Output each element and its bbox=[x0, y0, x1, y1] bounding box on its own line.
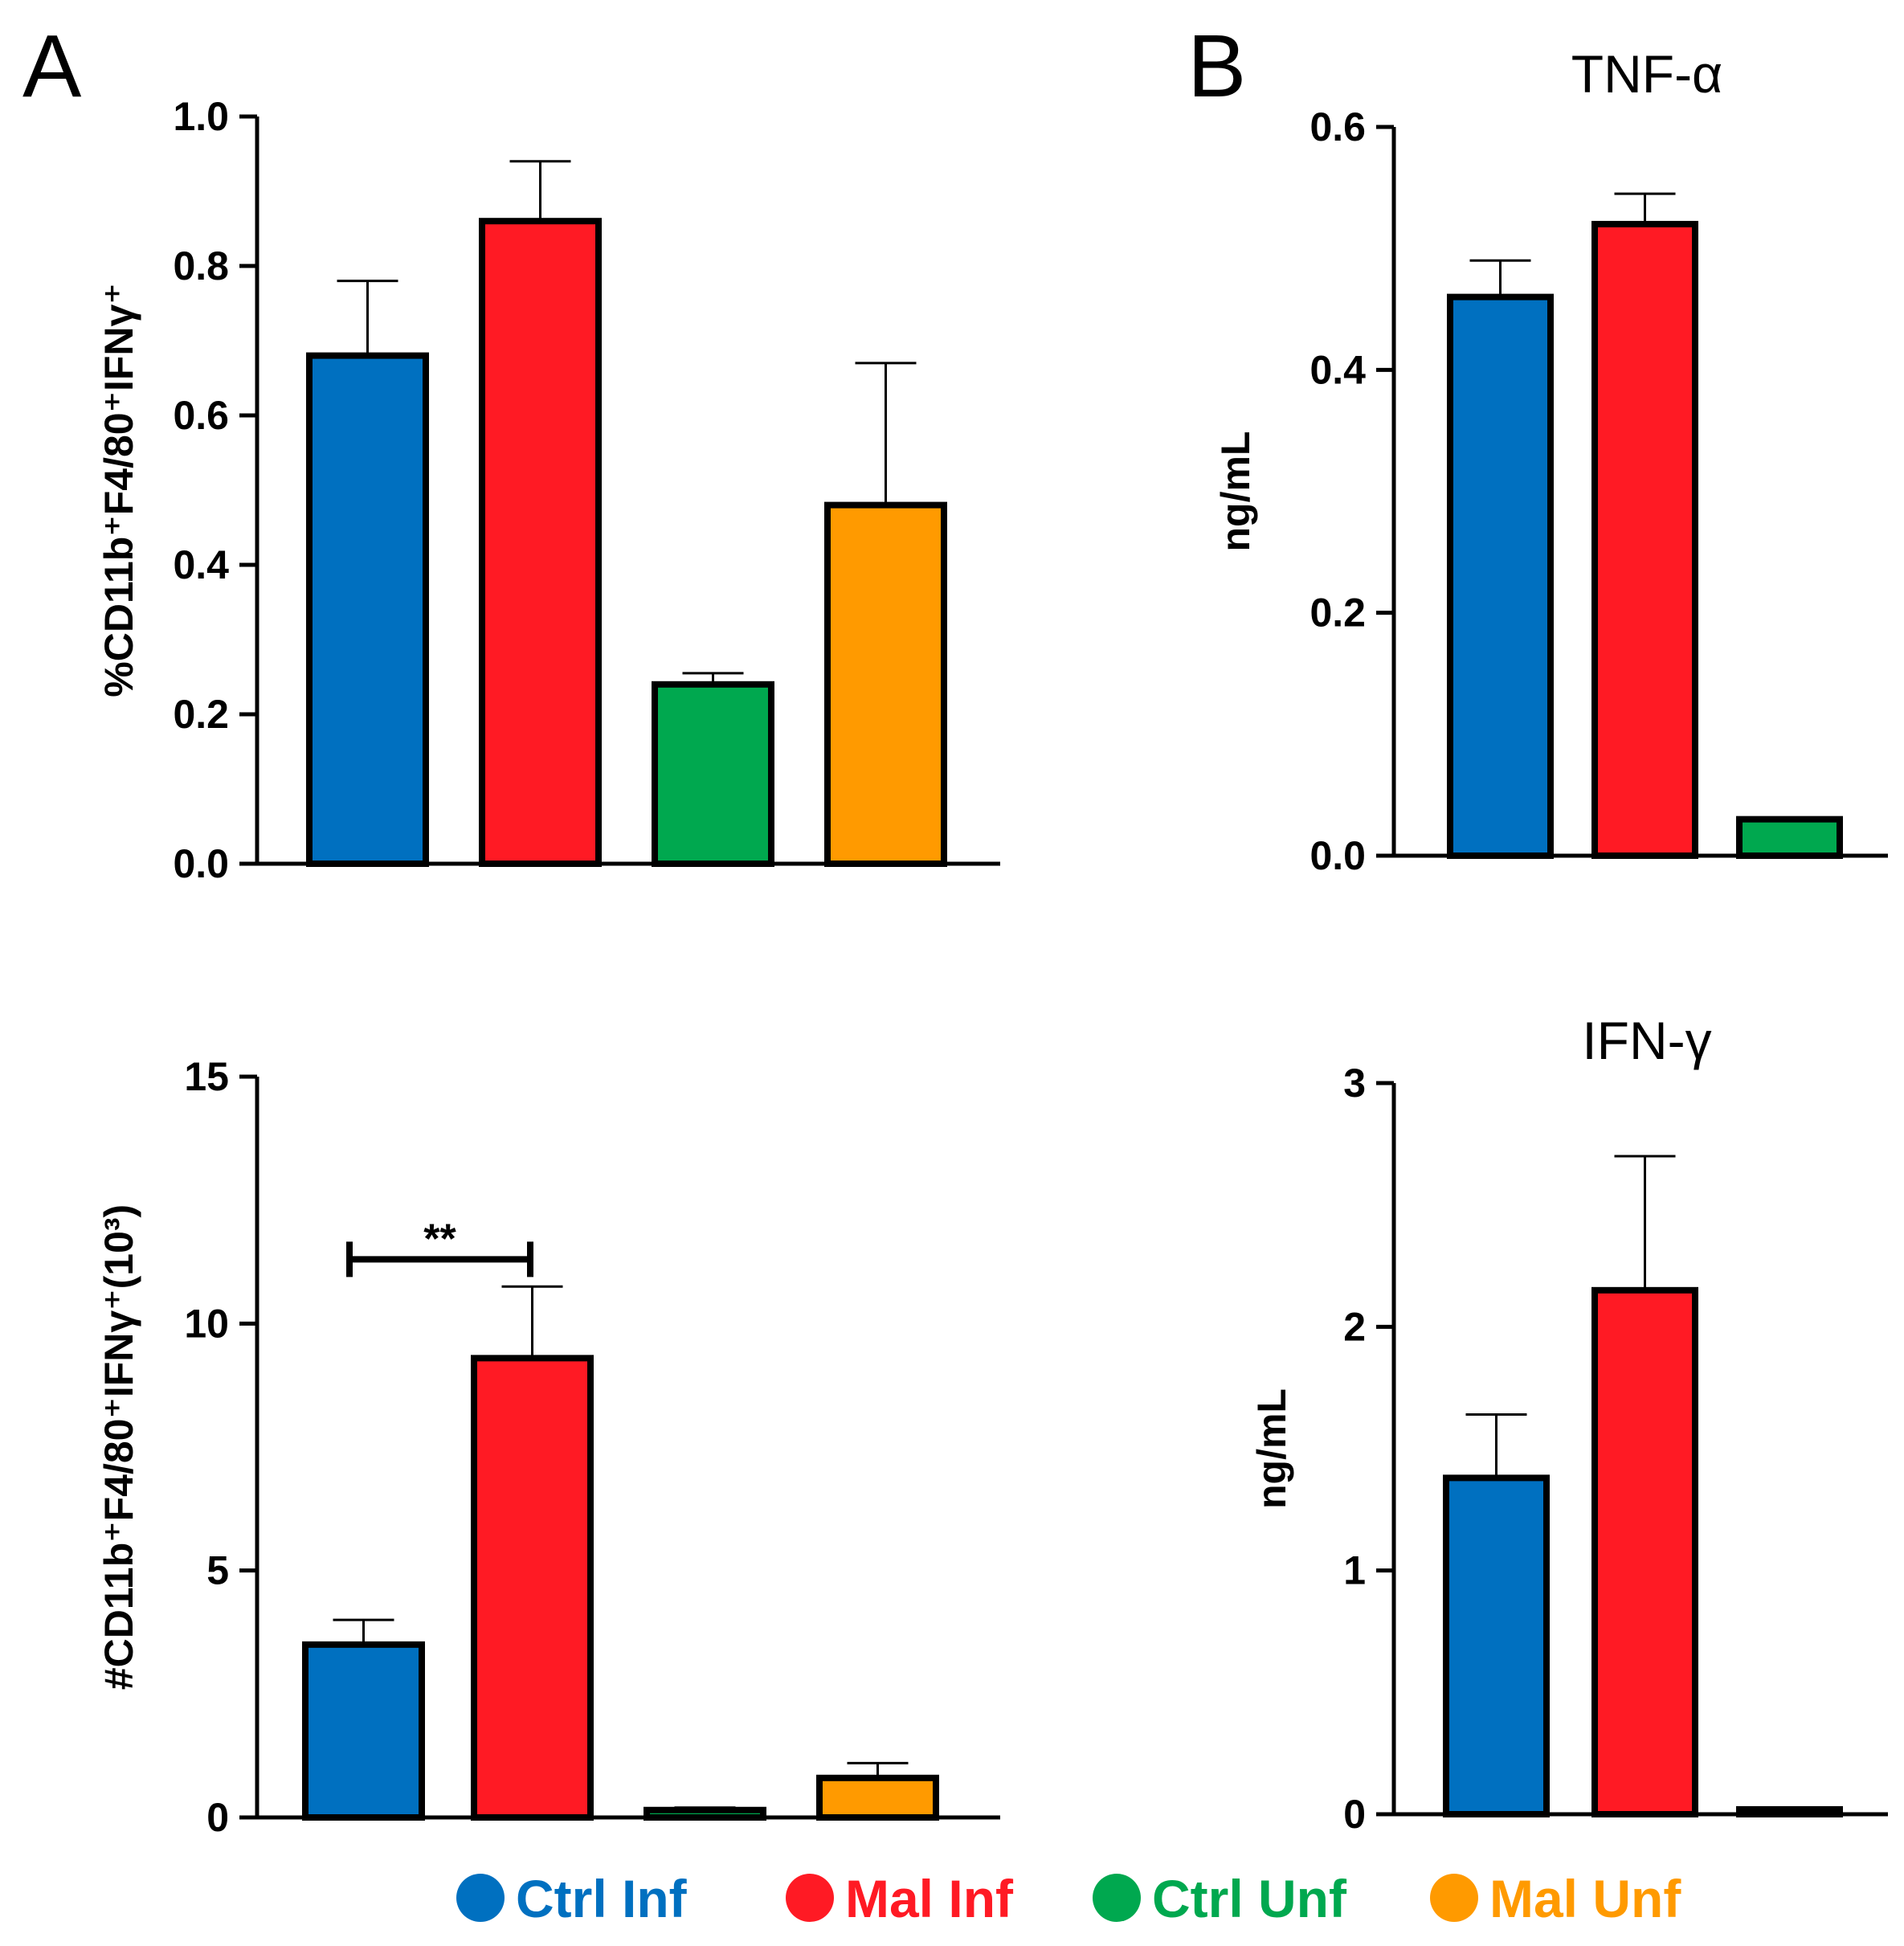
bar-ctrl-inf bbox=[1447, 293, 1554, 859]
bar-mal-inf bbox=[479, 218, 602, 867]
y-axis-label: #CD11b⁺F4/80⁺IFNγ⁺(10³) bbox=[96, 1204, 141, 1690]
y-tick-label: 15 bbox=[184, 1054, 229, 1099]
bar-ctrl-unf bbox=[1736, 816, 1843, 860]
bar-mal-inf bbox=[1591, 1286, 1698, 1818]
legend: Ctrl Inf Mal Inf Ctrl Unf Mal Unf bbox=[456, 1869, 1681, 1928]
y-tick-label: 0.2 bbox=[1310, 591, 1366, 636]
y-tick-label: 1.0 bbox=[173, 94, 229, 139]
y-tick-label: 0 bbox=[1343, 1792, 1366, 1837]
y-axis-label: ng/mL bbox=[1249, 1388, 1294, 1509]
bar-ctrl-inf bbox=[306, 352, 429, 868]
y-tick-label: 0.4 bbox=[173, 542, 229, 587]
bar-ctrl-unf bbox=[652, 681, 774, 867]
y-tick-label: 5 bbox=[206, 1548, 229, 1593]
y-tick-label: 2 bbox=[1343, 1304, 1366, 1349]
chart-percent-cells: 0.0 0.2 0.4 0.6 0.8 1.0 %CD11b⁺F4/80⁺IFNγ⁺ bbox=[96, 94, 1000, 886]
chart-title: TNF-α bbox=[1571, 44, 1722, 104]
y-tick-label: 10 bbox=[184, 1301, 229, 1346]
legend-marker-ctrl-inf bbox=[456, 1874, 505, 1922]
y-axis-label: ng/mL bbox=[1213, 431, 1258, 552]
y-tick-label: 0.0 bbox=[173, 841, 229, 886]
bar-ctrl-inf bbox=[1443, 1474, 1550, 1818]
chart-ifn-gamma: 0 1 2 3 ng/mL IFN-γ bbox=[1249, 1011, 1888, 1837]
bar-mal-unf bbox=[824, 501, 947, 867]
bar-mal-unf bbox=[816, 1774, 939, 1821]
y-tick-label: 0.8 bbox=[173, 243, 229, 288]
legend-label: Ctrl Inf bbox=[516, 1869, 688, 1928]
chart-title: IFN-γ bbox=[1582, 1011, 1711, 1070]
bar-mal-inf bbox=[1591, 220, 1698, 859]
bar-ctrl-inf bbox=[302, 1641, 425, 1821]
y-tick-label: 0.6 bbox=[1310, 104, 1366, 149]
legend-label: Mal Inf bbox=[845, 1869, 1014, 1928]
legend-label: Ctrl Unf bbox=[1152, 1869, 1347, 1928]
bar-mal-inf bbox=[471, 1355, 594, 1821]
legend-label: Mal Unf bbox=[1489, 1869, 1681, 1928]
y-tick-label: 0.6 bbox=[173, 393, 229, 438]
y-tick-label: 0.2 bbox=[173, 692, 229, 737]
chart-cell-count: 0 5 10 15 #CD11b⁺F4/80⁺IFNγ⁺(10³) ** bbox=[96, 1054, 1000, 1840]
y-tick-label: 0 bbox=[206, 1795, 229, 1840]
chart-tnf-alpha: 0.0 0.2 0.4 0.6 ng/mL TNF-α bbox=[1213, 44, 1888, 878]
significance-label: ** bbox=[423, 1216, 456, 1262]
legend-marker-ctrl-unf bbox=[1093, 1874, 1141, 1922]
y-tick-label: 0.4 bbox=[1310, 347, 1366, 392]
legend-marker-mal-inf bbox=[786, 1874, 834, 1922]
y-tick-label: 0.0 bbox=[1310, 833, 1366, 878]
panel-label-b: B bbox=[1187, 17, 1246, 116]
y-axis-label: %CD11b⁺F4/80⁺IFNγ⁺ bbox=[96, 283, 141, 697]
y-tick-label: 1 bbox=[1343, 1548, 1366, 1593]
legend-marker-mal-unf bbox=[1430, 1874, 1478, 1922]
panel-label-a: A bbox=[22, 17, 82, 116]
y-tick-label: 3 bbox=[1343, 1061, 1366, 1106]
